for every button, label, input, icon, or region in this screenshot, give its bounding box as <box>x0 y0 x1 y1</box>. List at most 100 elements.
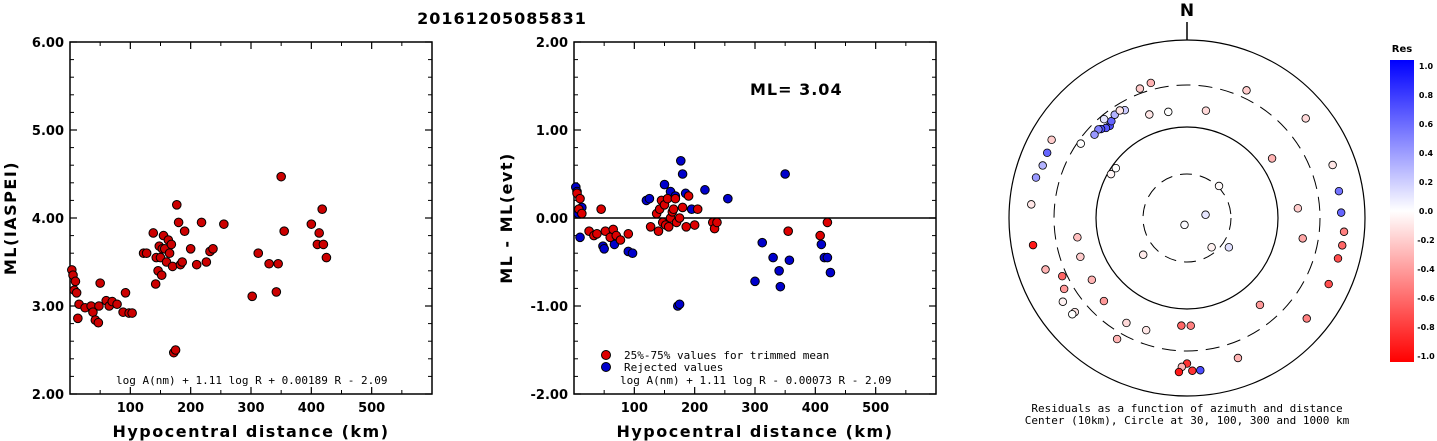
panel-ml-xtick-label: 400 <box>298 401 325 416</box>
panel-residual-xtick-label: 300 <box>741 401 768 416</box>
station-marker <box>1214 181 1224 191</box>
panel-residual-points <box>571 156 836 311</box>
colorbar-tick-label: -0.2 <box>1417 236 1435 245</box>
station-marker <box>1301 114 1310 123</box>
colorbar-tick-label: -0.6 <box>1417 294 1435 303</box>
ml-point <box>317 204 327 214</box>
panel-ml-xtick-label: 200 <box>177 401 204 416</box>
station-marker <box>1333 254 1343 263</box>
rejected-point <box>780 169 790 179</box>
ring-30km <box>1142 173 1232 263</box>
used-point <box>663 222 674 232</box>
station-marker <box>1233 353 1243 363</box>
rejected-point <box>768 252 778 263</box>
ml-point <box>164 248 175 258</box>
rejected-point <box>674 299 685 310</box>
rejected-point <box>677 169 688 179</box>
ml-point <box>156 270 167 281</box>
ml-point <box>112 299 122 310</box>
used-point <box>681 222 692 232</box>
ml-point <box>171 200 182 210</box>
panel-ml: 100 200 300 400 500 2.00 3.00 4.00 5.00 6.00 log … <box>1 36 433 441</box>
station-marker <box>1242 86 1251 95</box>
ring-100km <box>1095 126 1279 310</box>
rejected-point <box>627 248 638 258</box>
colorbar-tick-label: -0.8 <box>1417 323 1435 332</box>
ml-point <box>167 261 178 272</box>
legend-used-label: 25%-75% values for trimmed mean <box>624 349 829 362</box>
station-marker <box>1099 296 1109 306</box>
ml-point <box>177 257 188 267</box>
ml-point <box>70 276 81 287</box>
ml-point <box>264 258 274 269</box>
station-marker <box>1028 240 1038 250</box>
station-marker <box>1087 275 1097 285</box>
polar-caption-line1: Residuals as a function of azimuth and d… <box>1031 402 1342 415</box>
panel-ml-ytick-label: 2.00 <box>32 388 64 403</box>
station-marker <box>1338 241 1347 250</box>
panel-residual-ticks: 100 200 300 400 500 -2.00 -1.00 0.00 1.00 2.00 <box>531 36 936 416</box>
station-marker <box>1293 204 1303 213</box>
legend-used-marker <box>601 350 611 360</box>
station-marker <box>1122 318 1131 328</box>
ml-point <box>247 291 258 302</box>
station-marker <box>1027 200 1036 209</box>
ml-point <box>120 288 131 298</box>
colorbar-tick-label: 0.4 <box>1419 149 1434 158</box>
event-title: 20161205085831 <box>417 9 587 28</box>
colorbar-tick-label: 0.8 <box>1419 91 1434 100</box>
station-marker <box>1267 154 1277 163</box>
ml-point <box>208 244 218 254</box>
used-point <box>615 235 626 245</box>
station-marker <box>1038 161 1047 170</box>
station-marker <box>1090 130 1099 139</box>
used-point <box>668 204 679 214</box>
station-marker <box>1302 314 1311 323</box>
ml-point <box>127 308 137 318</box>
used-point <box>692 204 703 214</box>
used-point <box>662 193 673 204</box>
station-marker <box>1196 366 1205 375</box>
panel-ml-ytick-label: 4.00 <box>32 212 64 227</box>
panel-residual-xlabel: Hypocentral distance (km) <box>616 422 893 441</box>
station-marker <box>1324 279 1333 289</box>
used-point <box>674 213 685 223</box>
panel-ml-xtick-label: 500 <box>358 401 385 416</box>
ml-point <box>95 278 105 288</box>
panel-residual: 100 200 300 400 500 -2.00 -1.00 0.00 1.00 2.00 ML… <box>497 36 937 441</box>
colorbar-tick-label: -0.4 <box>1417 265 1435 274</box>
colorbar-tick-label: 0.0 <box>1419 207 1434 216</box>
used-point <box>596 204 606 214</box>
station-marker <box>1042 148 1052 158</box>
ml-point <box>196 217 207 228</box>
rejected-point <box>644 193 655 204</box>
ml-point <box>191 259 202 270</box>
panel-ml-ytick-label: 6.00 <box>32 36 64 51</box>
rejected-point <box>750 276 760 287</box>
panel-residual-xtick-label: 500 <box>862 401 889 416</box>
legend: 25%-75% values for trimmed mean Rejected… <box>601 349 829 374</box>
rejected-point <box>599 244 609 254</box>
station-marker <box>1164 107 1173 117</box>
ml-value: ML= 3.04 <box>750 80 843 99</box>
ml-point <box>318 239 329 250</box>
used-point <box>670 193 681 204</box>
panel-ml-xtick-label: 300 <box>237 401 264 416</box>
station-marker <box>1339 227 1349 236</box>
ml-point <box>73 313 83 324</box>
used-point <box>592 229 602 239</box>
station-marker <box>1224 243 1234 252</box>
station-marker <box>1207 243 1216 252</box>
rejected-point <box>700 185 710 195</box>
panel-residual-ytick-label: -1.00 <box>531 300 568 315</box>
colorbar: Res 1.0 0.8 0.6 0.4 0.2 0.0 -0.2 -0.4 -0.6 -0.8 -1… <box>1390 44 1435 362</box>
ml-point <box>179 226 190 236</box>
ml-point <box>306 219 317 229</box>
used-point <box>822 217 833 228</box>
panel-ml-xtick-label: 100 <box>117 401 144 416</box>
panel-polar: N Residuals as a function of azimuth and… <box>1008 1 1366 427</box>
station-marker <box>1146 78 1156 88</box>
station-marker <box>1334 187 1344 196</box>
station-marker <box>1106 169 1116 179</box>
